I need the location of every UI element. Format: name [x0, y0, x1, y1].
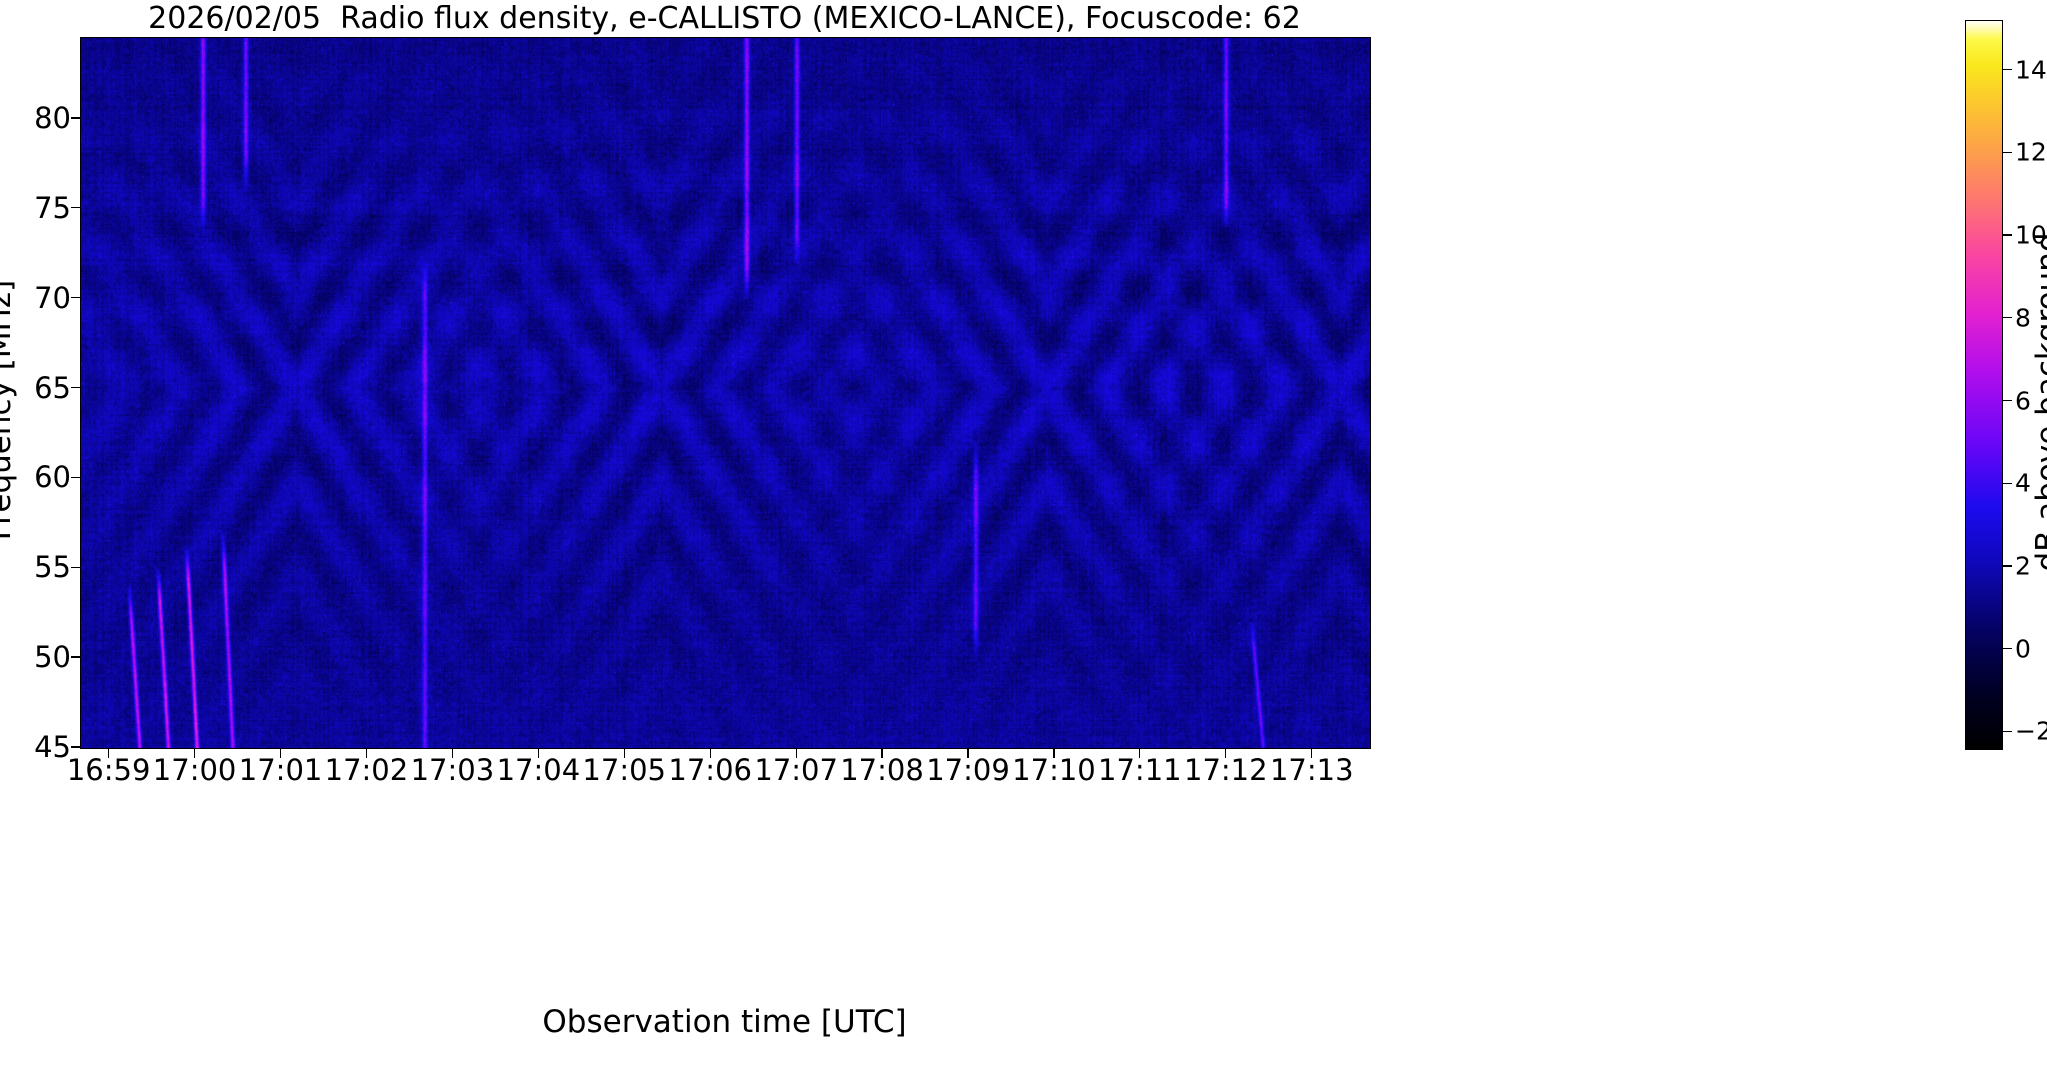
y-tick-label: 80 — [34, 100, 71, 135]
colorbar-tick-label: 2 — [2015, 551, 2031, 581]
x-tick-label: 17:12 — [1183, 753, 1268, 787]
x-tick-mark — [795, 748, 797, 758]
x-tick-label: 17:03 — [410, 753, 495, 787]
x-tick-label: 17:13 — [1269, 753, 1354, 787]
x-tick-label: 17:07 — [754, 753, 838, 787]
colorbar-tick-label: 8 — [2015, 303, 2031, 333]
colorbar-tick-mark — [2003, 399, 2012, 402]
colorbar[interactable] — [1965, 20, 2003, 750]
x-tick-mark — [709, 748, 711, 758]
colorbar-tick-mark — [2003, 317, 2012, 319]
colorbar-tick-label: 0 — [2015, 634, 2031, 664]
x-tick-mark — [193, 748, 196, 758]
x-tick-label: 17:02 — [324, 753, 409, 787]
x-axis-label: Observation time [UTC] — [542, 1004, 907, 1040]
x-tick-mark — [451, 748, 454, 758]
x-tick-mark — [279, 748, 282, 758]
spectrogram-axes[interactable] — [80, 37, 1371, 749]
y-tick-label: 60 — [34, 460, 71, 495]
x-tick-label: 17:00 — [152, 753, 237, 787]
x-tick-label: 17:01 — [238, 753, 323, 787]
x-tick-label: 17:10 — [1012, 753, 1096, 787]
y-tick-label: 70 — [34, 280, 71, 315]
colorbar-tick-mark — [2003, 730, 2012, 733]
x-tick-label: 17:06 — [668, 753, 752, 787]
spectrogram-image — [81, 38, 1370, 748]
y-tick-label: 65 — [34, 370, 71, 405]
x-tick-mark — [107, 748, 110, 758]
colorbar-tick-label: 4 — [2015, 468, 2031, 498]
y-tick-label: 75 — [34, 190, 71, 225]
x-tick-label: 17:05 — [582, 753, 666, 787]
colorbar-tick-mark — [2003, 68, 2012, 71]
x-tick-label: 17:11 — [1098, 753, 1182, 787]
y-tick-label: 50 — [34, 640, 71, 675]
colorbar-tick-mark — [2003, 151, 2012, 153]
y-tick-label: 55 — [34, 550, 71, 585]
colorbar-tick-label: 6 — [2015, 386, 2031, 416]
x-tick-label: 17:09 — [926, 753, 1010, 787]
x-tick-mark — [881, 748, 883, 758]
x-tick-mark — [537, 748, 539, 758]
colorbar-gradient — [1966, 21, 2002, 749]
colorbar-tick-mark — [2003, 482, 2012, 484]
x-tick-mark — [967, 748, 969, 758]
colorbar-tick-mark — [2003, 648, 2012, 650]
colorbar-label: dB above background — [2030, 232, 2047, 572]
x-tick-mark — [1053, 748, 1055, 758]
x-tick-mark — [1139, 748, 1141, 758]
colorbar-tick-mark — [2003, 234, 2012, 236]
x-tick-label: 17:04 — [496, 753, 581, 787]
colorbar-tick-mark — [2003, 565, 2012, 567]
x-tick-mark — [1311, 748, 1313, 758]
page-title: 2026/02/05 Radio flux density, e-CALLIST… — [148, 1, 1301, 36]
x-tick-mark — [623, 748, 625, 758]
x-tick-mark — [365, 748, 368, 758]
x-tick-mark — [1225, 748, 1227, 758]
x-tick-label: 17:08 — [840, 753, 924, 787]
x-tick-label: 16:59 — [66, 753, 151, 787]
y-tick-label: 45 — [34, 730, 71, 764]
y-axis-label: Frequency [MHz] — [0, 279, 18, 541]
